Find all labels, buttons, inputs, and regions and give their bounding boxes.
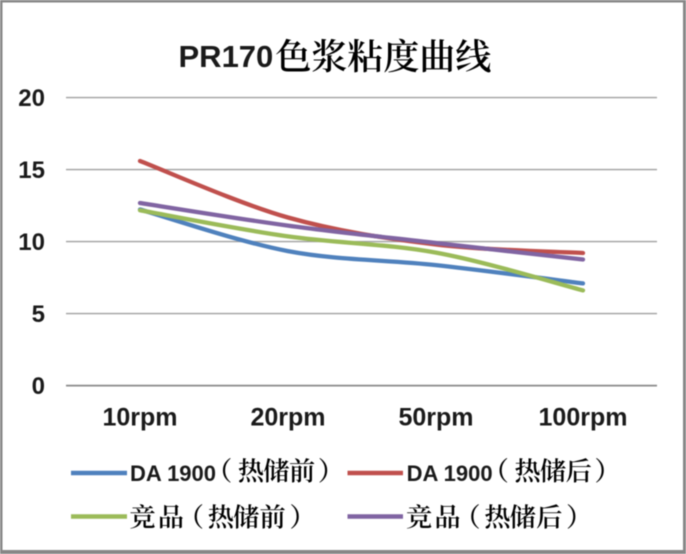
svg-text:DA 1900: DA 1900 xyxy=(130,461,216,486)
svg-text:DA 1900: DA 1900 xyxy=(407,461,493,486)
svg-text:0: 0 xyxy=(32,373,45,400)
svg-text:20rpm: 20rpm xyxy=(250,403,325,431)
svg-text:10rpm: 10rpm xyxy=(102,403,177,431)
svg-text:20: 20 xyxy=(18,85,45,112)
svg-text:5: 5 xyxy=(32,301,45,328)
svg-text:15: 15 xyxy=(18,157,45,184)
svg-text:10: 10 xyxy=(18,229,45,256)
svg-text:PR170: PR170 xyxy=(179,39,274,74)
svg-text:50rpm: 50rpm xyxy=(398,403,473,431)
svg-text:100rpm: 100rpm xyxy=(539,403,628,431)
